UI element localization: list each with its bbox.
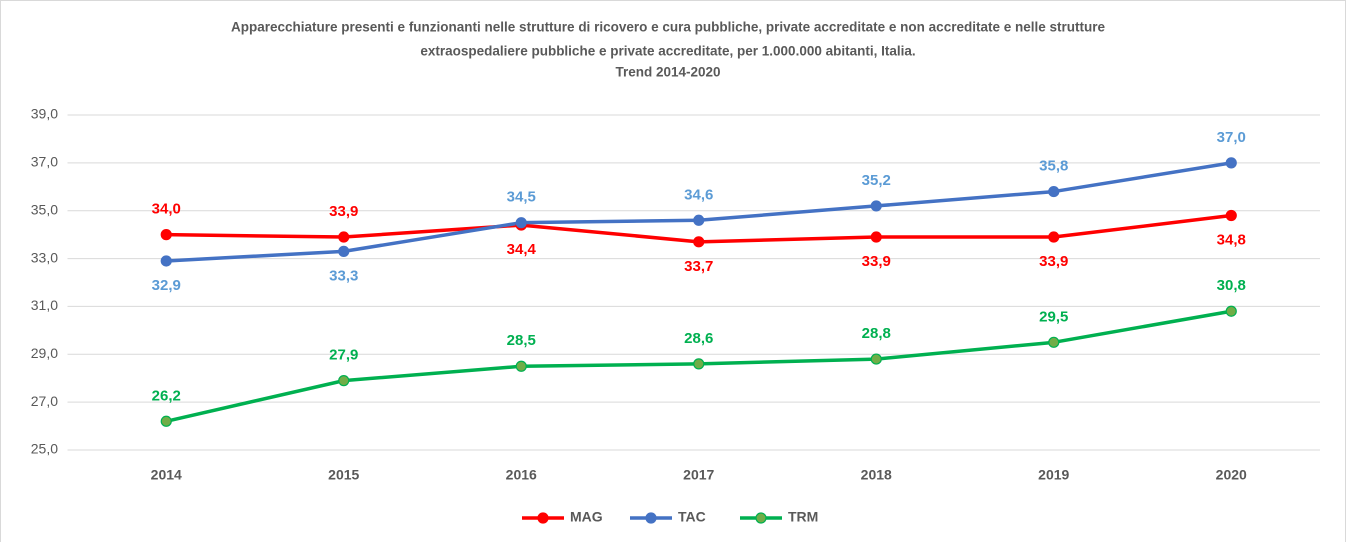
data-point — [870, 353, 882, 365]
data-point — [1225, 305, 1237, 317]
data-point — [693, 236, 705, 248]
data-point — [515, 360, 527, 372]
data-label: 33,7 — [684, 258, 713, 275]
legend-label: TAC — [678, 509, 706, 525]
y-tick-label: 27,0 — [31, 393, 58, 409]
legend-marker — [645, 512, 657, 524]
data-label: 35,2 — [862, 172, 891, 189]
data-label: 34,5 — [507, 189, 536, 206]
data-label: 34,4 — [507, 241, 537, 258]
data-label: 33,9 — [1039, 253, 1068, 270]
x-tick-label: 2017 — [683, 467, 714, 483]
y-tick-label: 37,0 — [31, 154, 58, 170]
data-point — [870, 200, 882, 212]
data-point — [160, 255, 172, 267]
data-point — [1048, 231, 1060, 243]
data-label: 34,8 — [1217, 231, 1246, 248]
legend-marker — [755, 512, 767, 524]
data-label: 28,5 — [507, 332, 536, 349]
data-label: 34,6 — [684, 186, 713, 203]
y-tick-label: 39,0 — [31, 106, 58, 122]
data-label: 29,5 — [1039, 308, 1068, 325]
data-label: 37,0 — [1217, 129, 1246, 146]
x-tick-label: 2020 — [1216, 467, 1247, 483]
data-point — [160, 229, 172, 241]
chart-title: Trend 2014-2020 — [615, 65, 720, 80]
data-point — [338, 245, 350, 257]
data-label: 26,2 — [152, 387, 181, 404]
y-tick-label: 31,0 — [31, 297, 58, 313]
data-label: 27,9 — [329, 347, 358, 364]
data-label: 30,8 — [1217, 277, 1246, 294]
legend-label: MAG — [570, 509, 603, 525]
x-tick-label: 2014 — [151, 467, 182, 483]
data-point — [1225, 157, 1237, 169]
data-label: 35,8 — [1039, 158, 1068, 175]
x-tick-label: 2015 — [328, 467, 359, 483]
data-label: 28,8 — [862, 325, 891, 342]
data-point — [870, 231, 882, 243]
y-tick-label: 29,0 — [31, 345, 58, 361]
x-tick-label: 2018 — [861, 467, 892, 483]
data-point — [160, 415, 172, 427]
y-tick-label: 35,0 — [31, 201, 58, 217]
data-point — [338, 231, 350, 243]
data-point — [1048, 185, 1060, 198]
data-point — [1048, 336, 1060, 348]
y-tick-label: 33,0 — [31, 249, 58, 265]
x-tick-label: 2016 — [506, 467, 537, 483]
y-tick-label: 25,0 — [31, 441, 58, 457]
data-point — [693, 214, 705, 226]
chart-title: Apparecchiature presenti e funzionanti n… — [231, 20, 1105, 35]
data-point — [693, 358, 705, 370]
data-point — [1225, 209, 1237, 222]
x-tick-label: 2019 — [1038, 467, 1069, 483]
legend-label: TRM — [788, 509, 818, 525]
data-label: 34,0 — [152, 201, 181, 218]
data-point — [515, 217, 527, 229]
data-label: 33,9 — [862, 253, 891, 270]
data-point — [338, 375, 350, 387]
data-label: 32,9 — [152, 277, 181, 294]
data-label: 33,9 — [329, 203, 358, 220]
legend-marker — [537, 512, 549, 524]
data-label: 28,6 — [684, 330, 713, 347]
chart-title: extraospedaliere pubbliche e private acc… — [420, 44, 915, 59]
data-label: 33,3 — [329, 267, 358, 284]
